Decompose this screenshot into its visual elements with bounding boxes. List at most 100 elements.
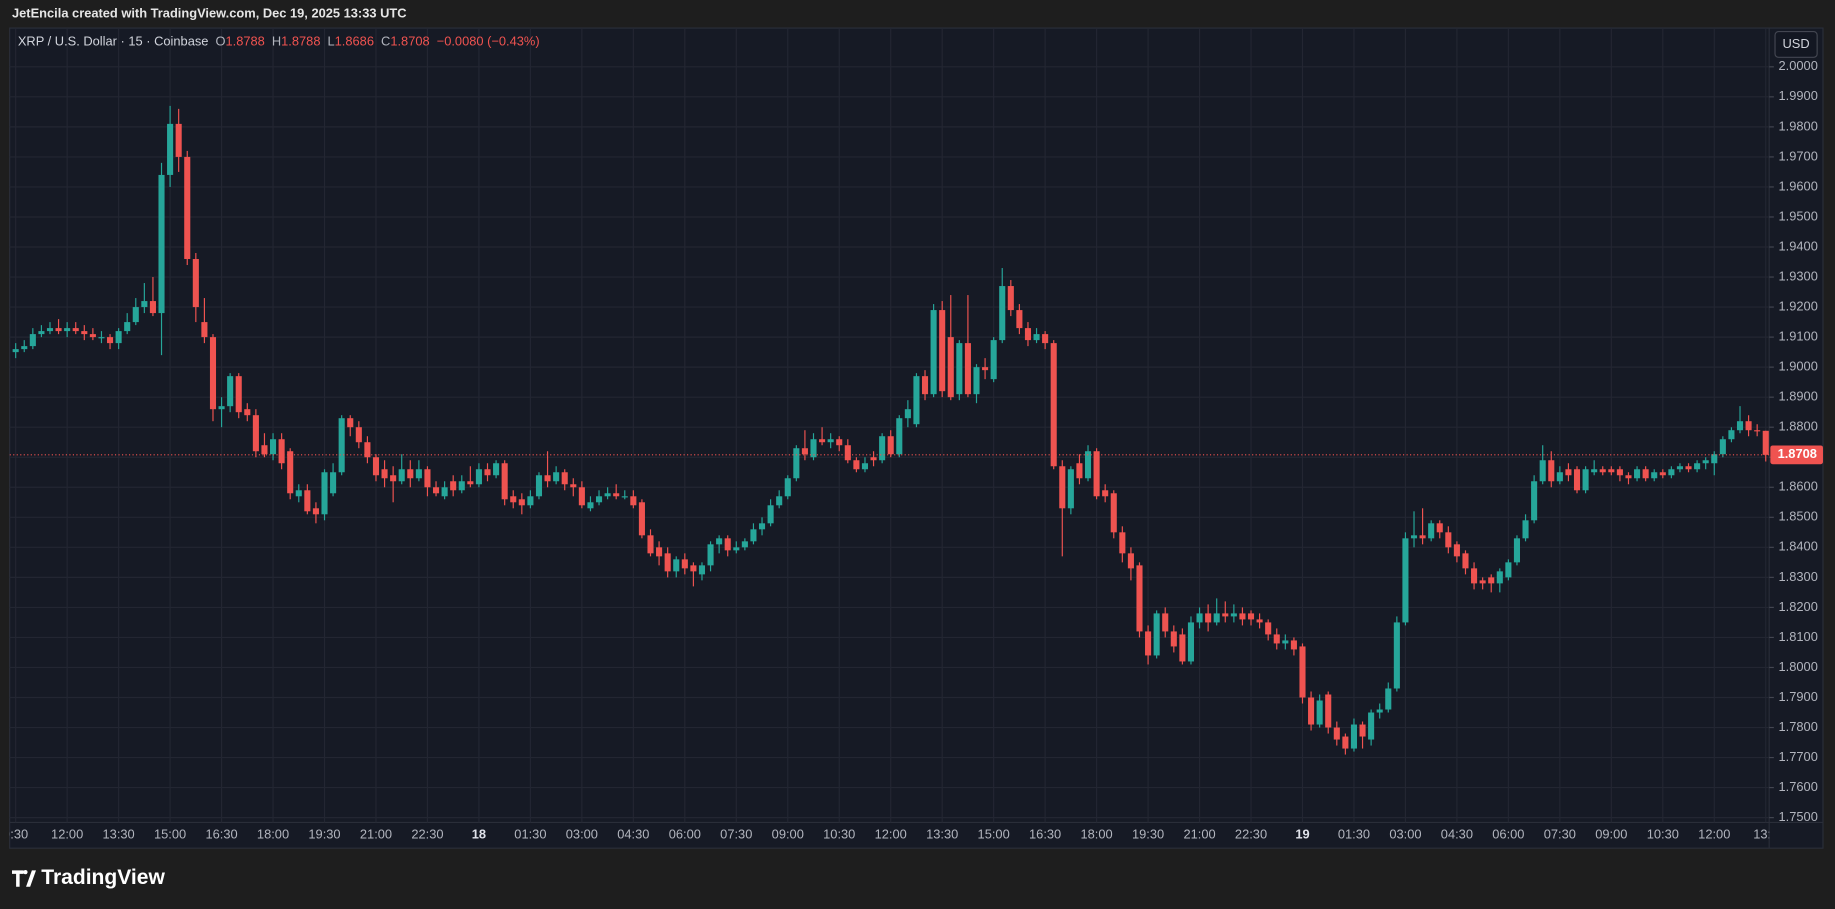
candle-body bbox=[1290, 640, 1297, 650]
candle-body bbox=[235, 376, 242, 413]
y-tick-label: 1.7500 bbox=[1779, 809, 1818, 824]
candle-body bbox=[1471, 568, 1478, 584]
x-tick-label: 21:00 bbox=[1183, 827, 1215, 842]
candle-body bbox=[990, 340, 997, 380]
candle-body bbox=[844, 445, 851, 461]
x-tick-label: 19:30 bbox=[308, 827, 340, 842]
candle-body bbox=[973, 367, 980, 395]
candle-body bbox=[1548, 460, 1555, 482]
candle-body bbox=[201, 322, 208, 338]
x-tick-label: 03:00 bbox=[1389, 827, 1421, 842]
candle-body bbox=[1119, 532, 1126, 554]
candle-body bbox=[836, 439, 843, 446]
candle-body bbox=[209, 337, 217, 410]
candle-body bbox=[55, 328, 62, 332]
x-tick-label: 21:00 bbox=[360, 827, 392, 842]
candle-body bbox=[656, 547, 663, 557]
candle-body bbox=[638, 502, 645, 536]
candle-body bbox=[1668, 469, 1675, 476]
candle-body bbox=[269, 439, 277, 455]
candle-body bbox=[527, 496, 534, 506]
candle-body bbox=[1059, 466, 1066, 509]
candle-body bbox=[1265, 622, 1272, 635]
candle-body bbox=[1694, 463, 1701, 470]
x-tick-label: 09:00 bbox=[1595, 827, 1627, 842]
x-tick-label: 12:00 bbox=[1698, 827, 1730, 842]
candle-body bbox=[561, 472, 568, 485]
candle-body bbox=[72, 328, 79, 332]
candle-body bbox=[1385, 688, 1392, 710]
candle-body bbox=[630, 496, 637, 506]
candle-body bbox=[321, 472, 328, 515]
candle-body bbox=[493, 463, 500, 476]
y-tick-label: 1.8500 bbox=[1779, 509, 1818, 524]
candle-body bbox=[1213, 613, 1220, 623]
candle-body bbox=[1496, 571, 1503, 584]
candle-body bbox=[21, 346, 28, 350]
currency-box[interactable] bbox=[1774, 31, 1818, 58]
x-tick-label: 19:30 bbox=[1132, 827, 1164, 842]
candle-body bbox=[1599, 469, 1606, 473]
x-tick-label: 22:30 bbox=[1235, 827, 1267, 842]
candle-body bbox=[12, 349, 19, 353]
candle-body bbox=[441, 487, 448, 497]
candle-body bbox=[982, 367, 989, 371]
candle-body bbox=[244, 409, 251, 416]
candle-body bbox=[1762, 430, 1769, 455]
x-tick-label: 12:00 bbox=[51, 827, 83, 842]
ohlc-label: H bbox=[272, 34, 281, 49]
candle-body bbox=[98, 337, 105, 339]
candle-body bbox=[1256, 619, 1263, 623]
candle-body bbox=[347, 418, 354, 428]
candle-body bbox=[673, 559, 680, 572]
chart-panel bbox=[9, 27, 1824, 849]
candle-body bbox=[407, 469, 414, 479]
ohlc-value: 1.8788 bbox=[281, 34, 320, 49]
y-tick-label: 1.8600 bbox=[1779, 479, 1818, 494]
candle-body bbox=[553, 472, 560, 482]
change-label: −0.0080 (−0.43%) bbox=[437, 34, 540, 49]
candle-body bbox=[1556, 472, 1563, 482]
candle-body bbox=[81, 331, 88, 335]
header-note: JetEncila created with TradingView.com, … bbox=[12, 5, 407, 20]
y-tick-label: 1.7600 bbox=[1779, 779, 1818, 794]
candle-body bbox=[1359, 724, 1366, 737]
candle-body bbox=[947, 337, 954, 398]
candle-body bbox=[1651, 472, 1658, 479]
candle-body bbox=[1513, 538, 1521, 563]
currency-label[interactable]: USD bbox=[1783, 36, 1810, 51]
candle-body bbox=[819, 439, 826, 443]
candle-body bbox=[887, 436, 894, 455]
candle-body bbox=[467, 481, 474, 485]
candle-body bbox=[1153, 613, 1160, 656]
candle-body bbox=[1196, 613, 1203, 623]
candle-body bbox=[1145, 631, 1152, 656]
candle-body bbox=[1711, 454, 1718, 464]
candle-body bbox=[544, 475, 551, 482]
brand-logo: TradingView bbox=[12, 866, 165, 889]
candle-body bbox=[89, 334, 96, 338]
candle-body bbox=[1187, 622, 1195, 662]
candle-body bbox=[390, 475, 397, 482]
candle-body bbox=[501, 463, 508, 500]
candle-body bbox=[1453, 544, 1460, 557]
x-tick-label: 01:30 bbox=[514, 827, 546, 842]
candle-body bbox=[1325, 694, 1332, 728]
candle-body bbox=[716, 538, 723, 545]
candle-body bbox=[664, 553, 671, 572]
candle-body bbox=[853, 460, 860, 470]
candle-body bbox=[278, 439, 285, 464]
candle-body bbox=[1067, 469, 1074, 509]
candle-body bbox=[1565, 469, 1572, 476]
candle-body bbox=[1205, 613, 1212, 623]
candle-body bbox=[1428, 523, 1435, 539]
y-tick-label: 1.9600 bbox=[1779, 178, 1818, 193]
candle-body bbox=[29, 334, 36, 347]
plot-area bbox=[9, 105, 1770, 755]
candle-body bbox=[1007, 286, 1014, 311]
candle-body bbox=[604, 493, 611, 497]
candle-body bbox=[1282, 640, 1289, 644]
candle-body bbox=[304, 490, 311, 512]
candle-body bbox=[1531, 481, 1538, 521]
